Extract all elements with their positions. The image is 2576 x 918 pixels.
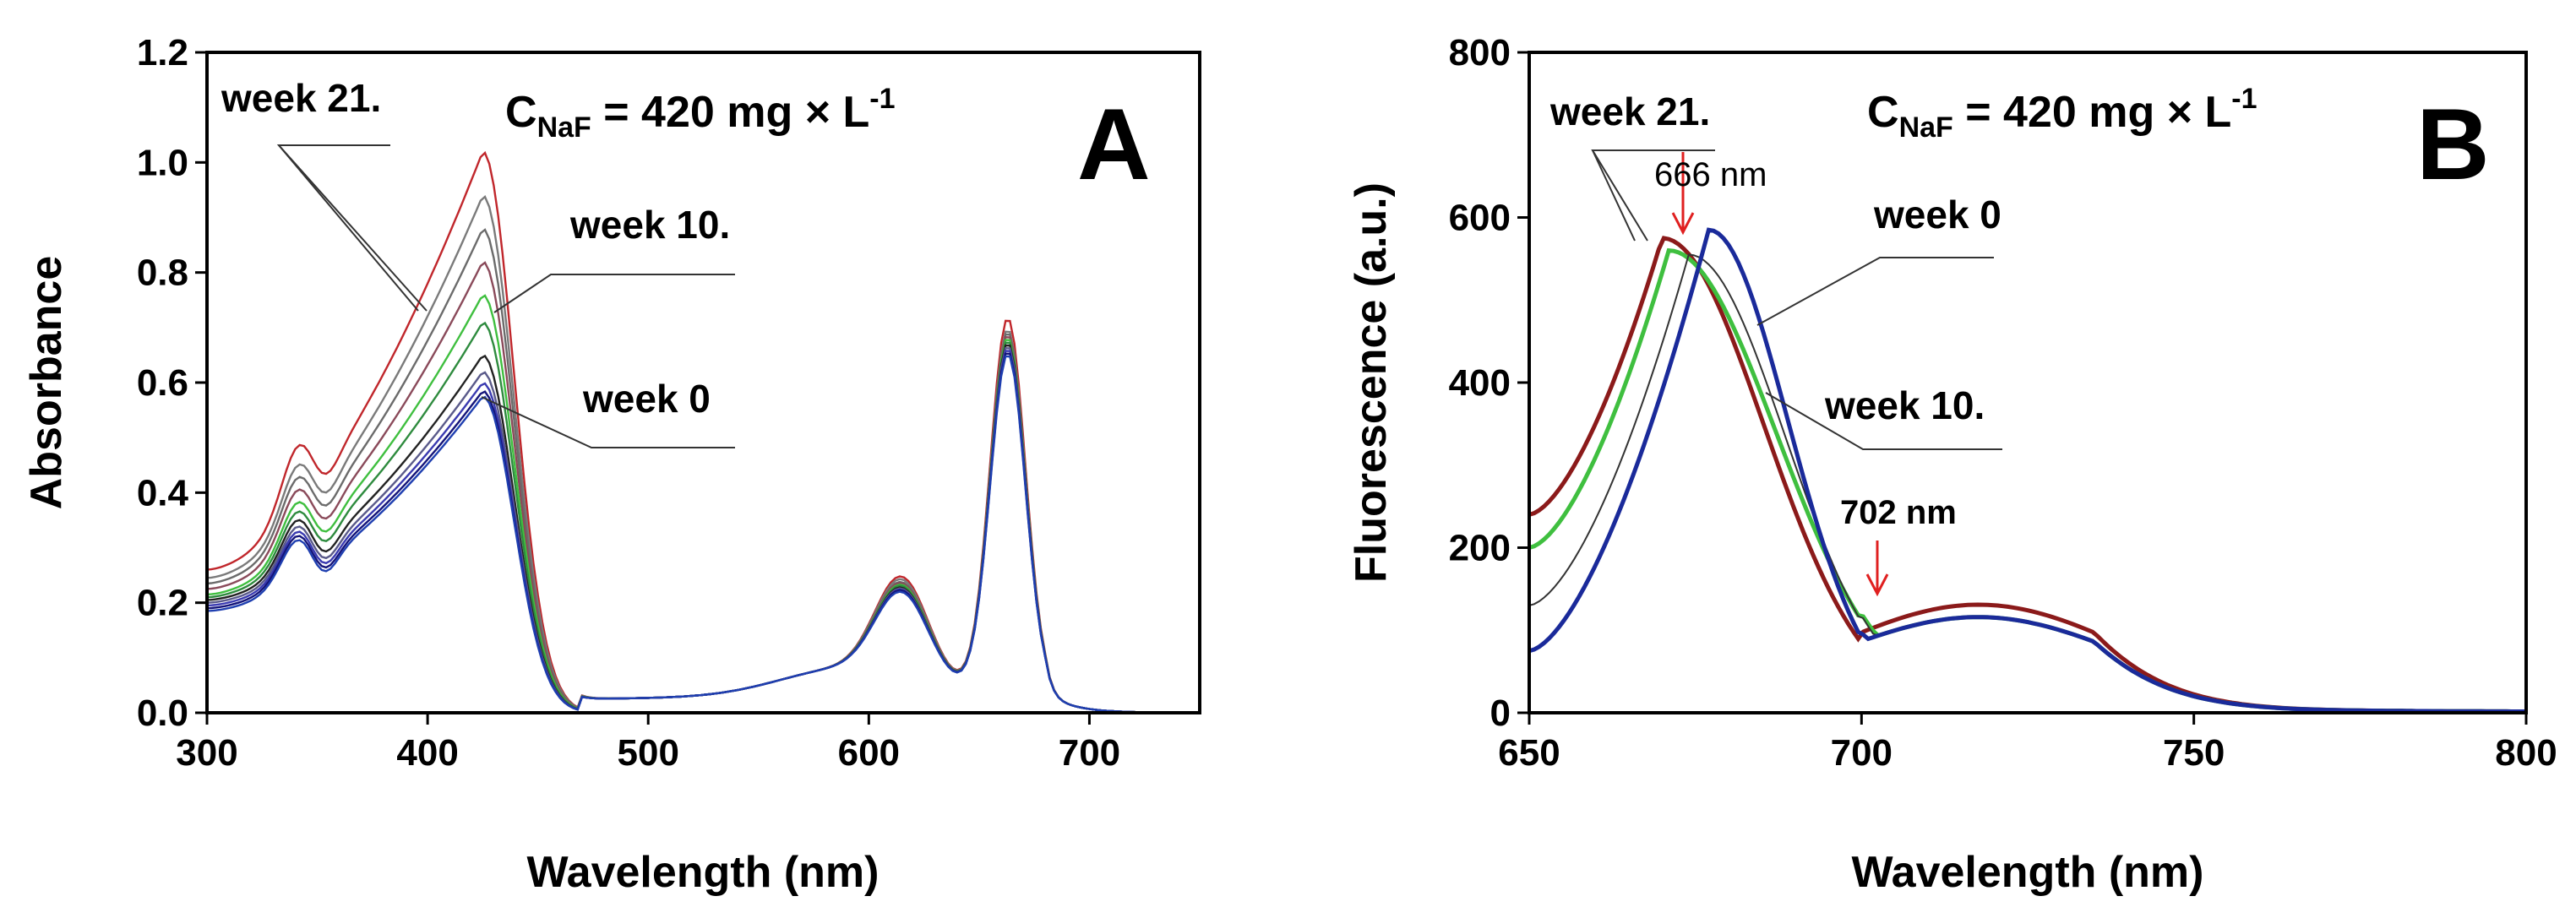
absorbance-line-10 (206, 355, 1200, 714)
panel-letter-a: A (1077, 88, 1151, 201)
x-tick-label-a-0: 300 (176, 732, 237, 774)
fluorescence-line-3 (1528, 227, 2526, 714)
annot-week0-a: week 0 (582, 377, 711, 421)
y-tick-label-a-3: 0.6 (137, 362, 188, 404)
y-tick-label-b-3: 600 (1449, 198, 1511, 239)
x-axis-title-a: Wavelength (nm) (527, 848, 880, 897)
y-tick-label-b-2: 400 (1449, 362, 1511, 404)
leader-week21-b (278, 144, 419, 312)
y-tick-label-b-0: 0 (1490, 693, 1511, 734)
x-tick-label-a-2: 500 (618, 732, 679, 774)
x-tick-label-b-0: 650 (1498, 732, 1560, 774)
conc-sub-b: NaF (1899, 111, 1953, 144)
arrow-666 (1671, 152, 1695, 236)
fluorescence-series-group (1528, 227, 2526, 714)
y-tick-label-a-6: 1.2 (137, 32, 188, 73)
y-tick-label-a-0: 0.0 (137, 693, 188, 734)
y-axis-title-b: Fluorescence (a.u.) (1347, 182, 1396, 583)
absorbance-leader-lines (276, 144, 735, 448)
x-tick-label-b-1: 700 (1831, 732, 1893, 774)
leader-week10-b (1765, 392, 2002, 450)
x-tick-label-a-3: 600 (838, 732, 900, 774)
panel-a: 300 400 500 600 700 0.0 0.2 0.4 0.6 0.8 1.0 1.2 wee… (22, 32, 1201, 897)
annot-week21-b: week 21. (1549, 90, 1710, 133)
annot-week10-a: week 10. (569, 203, 730, 247)
annot-week21-a: week 21. (221, 76, 381, 120)
panel-letter-b: B (2416, 88, 2490, 201)
y-tick-label-a-1: 0.2 (137, 583, 188, 624)
conc-mid: = 420 mg × L (591, 88, 870, 137)
leader-week10 (493, 274, 735, 313)
conc-sub: NaF (537, 111, 591, 144)
annot-666nm: 666 nm (1654, 156, 1767, 193)
annot-week0-b: week 0 (1873, 193, 2001, 236)
conc-base: C (505, 88, 537, 137)
panel-b: 650 700 750 800 0 200 400 600 800 week 21. 666 n… (1347, 32, 2557, 897)
conc-sup: -1 (869, 83, 895, 115)
absorbance-series-group (206, 150, 1200, 714)
leader-week0 (481, 396, 735, 448)
x-axis-title-b: Wavelength (nm) (1852, 848, 2204, 897)
y-tick-label-b-4: 800 (1449, 32, 1511, 73)
conc-base-b: C (1867, 88, 1899, 137)
absorbance-ticks: 300 400 500 600 700 0.0 0.2 0.4 0.6 0.8 1.0 1.2 (137, 32, 1120, 774)
conc-mid-b: = 420 mg × L (1953, 88, 2232, 137)
y-axis-title-a: Absorbance (22, 256, 71, 510)
conc-sup-b: -1 (2231, 83, 2257, 115)
x-tick-label-a-4: 700 (1059, 732, 1120, 774)
annot-702nm: 702 nm (1840, 494, 1957, 531)
annot-week10-b: week 10. (1824, 383, 1985, 427)
y-tick-label-a-4: 0.8 (137, 253, 188, 294)
fluorescence-ticks: 650 700 750 800 0 200 400 600 800 (1449, 32, 2557, 774)
leader-week0-b (1756, 257, 1994, 326)
x-tick-label-b-3: 800 (2495, 732, 2557, 774)
leader-week21-b2 (1592, 149, 1636, 242)
fluorescence-leader-lines (1591, 149, 2002, 450)
arrow-702 (1865, 540, 1889, 597)
concentration-label-a: CNaF = 420 mg × L-1 (505, 83, 896, 144)
y-tick-label-b-1: 200 (1449, 528, 1511, 569)
x-tick-label-b-2: 750 (2163, 732, 2225, 774)
x-tick-label-a-1: 400 (396, 732, 458, 774)
y-tick-label-a-2: 0.4 (137, 472, 189, 513)
y-tick-label-a-5: 1.0 (137, 142, 188, 183)
concentration-label-b: CNaF = 420 mg × L-1 (1867, 83, 2257, 144)
